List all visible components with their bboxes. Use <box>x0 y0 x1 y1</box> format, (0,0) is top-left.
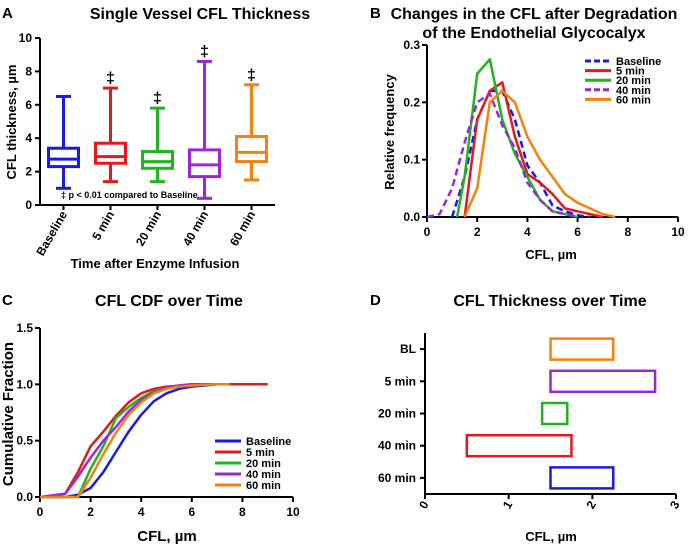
panel-c-ylabel: Cumulative Fraction <box>0 342 17 486</box>
panel-a-box-60-min <box>235 135 268 164</box>
panel-a-annotation: ‡ p < 0.01 compared to Baseline <box>61 190 198 200</box>
panel-c-axes: 0.0 0.5 1.0 1.5 0 2 4 6 8 10 <box>16 321 300 519</box>
panel-c-legend-label-20-min: 20 min <box>246 458 281 470</box>
panel-b-xtick-label: 8 <box>624 225 631 239</box>
panel-b-axes: 0.0 0.1 0.2 0.3 0 2 4 6 8 10 <box>403 38 685 239</box>
panel-b-series-line-20-min <box>455 58 578 219</box>
panel-d-xtick-label: 0 <box>416 498 432 511</box>
panel-b-ytick-label: 0.0 <box>403 210 420 224</box>
panel-a-significance-mark-40-min: ‡ <box>200 43 209 60</box>
panel-b-legend-label-5-min: 5 min <box>616 66 645 78</box>
panel-c-lines <box>39 383 268 499</box>
panel-b-xlabel: CFL, µm <box>525 247 577 262</box>
panel-a-xtick-label-40-min: 40 min <box>180 209 211 249</box>
panel-d-title: CFL Thickness over Time <box>453 293 646 310</box>
panel-c-ytick-label: 0.0 <box>16 490 33 504</box>
panel-c-xtick-label: 6 <box>188 505 195 519</box>
panel-d-bar-40-min <box>465 433 573 458</box>
panel-c-legend-label-5-min: 5 min <box>246 447 275 459</box>
panel-c-ytick-label: 1.5 <box>16 321 33 335</box>
panel-a-ytick-label: 0 <box>25 198 32 212</box>
panel-b-ytick-label: 0.1 <box>403 153 420 167</box>
panel-a-ytick-label: 6 <box>25 98 32 112</box>
panel-a-xtick-label-baseline: Baseline <box>33 208 70 258</box>
panel-b-ylabel: Relative frequency <box>382 73 397 189</box>
panel-b-series-line-40-min <box>426 92 578 219</box>
panel-d-xtick-label: 1 <box>500 498 516 511</box>
panel-d-ytick-label-bl: BL <box>400 342 416 356</box>
panel-c-label: C <box>2 292 13 309</box>
panel-d-ytick-label-20-min: 20 min <box>378 407 416 421</box>
panel-a-box-baseline <box>47 146 80 169</box>
panel-a-box-40-min <box>188 148 221 179</box>
panel-d-bar-20-min <box>540 401 569 426</box>
panel-b-title-line-2: of the Endothelial Glycocalyx <box>422 25 645 42</box>
panel-c-xtick-label: 0 <box>37 505 44 519</box>
panel-b-ytick-label: 0.2 <box>403 95 420 109</box>
panel-a-box-20-min <box>141 150 174 170</box>
panel-d: D CFL Thickness over Time CFL, µm BL 5 mi… <box>370 292 683 544</box>
panel-a-ytick-label: 10 <box>19 31 33 45</box>
panel-d-bar-60-min <box>549 466 615 490</box>
panel-b: B Changes in the CFL after Degradation o… <box>370 5 685 262</box>
panel-a-box-5-min <box>94 141 127 165</box>
panel-a-significance-mark-5-min: ‡ <box>106 70 115 87</box>
panel-c-legend-label-60-min: 60 min <box>246 480 281 492</box>
panel-a-ytick-label: 4 <box>25 131 32 145</box>
panel-d-xtick-label: 2 <box>583 498 599 511</box>
panel-b-legend-label-baseline: Baseline <box>616 56 661 68</box>
panel-d-bar-bl <box>549 337 615 361</box>
panel-a-ytick-label: 2 <box>25 165 32 179</box>
panel-d-xlabel: CFL, µm <box>525 529 577 544</box>
panel-b-title-line-1: Changes in the CFL after Degradation <box>391 6 678 23</box>
panel-c: C CFL CDF over Time Cumulative Fraction … <box>0 292 300 545</box>
panel-b-label: B <box>370 5 381 22</box>
panel-b-legend-label-20-min: 20 min <box>616 75 651 87</box>
panel-d-bar-5-min <box>549 369 657 394</box>
panel-b-xtick-label: 6 <box>574 225 581 239</box>
panel-a-xtick-label-60-min: 60 min <box>227 209 258 249</box>
panel-d-ytick-label-40-min: 40 min <box>378 439 416 453</box>
panel-a: A Single Vessel CFL Thickness CFL thickn… <box>2 5 310 271</box>
panel-d-bars <box>465 337 657 490</box>
panel-a-significance-mark-20-min: ‡ <box>153 90 162 107</box>
panel-a-ytick-label: 8 <box>25 64 32 78</box>
panel-c-series-line-60-min <box>40 383 230 499</box>
panel-a-label: A <box>2 5 13 22</box>
panel-d-ytick-label-60-min: 60 min <box>378 471 416 485</box>
panel-d-ytick-label-5-min: 5 min <box>385 374 416 388</box>
panel-a-ylabel: CFL thickness, µm <box>4 65 19 180</box>
panel-c-xlabel: CFL, µm <box>137 528 196 545</box>
panel-b-xtick-label: 0 <box>424 225 431 239</box>
panel-b-xtick-label: 2 <box>474 225 481 239</box>
panel-c-xtick-label: 10 <box>286 505 300 519</box>
panel-c-legend-label-baseline: Baseline <box>246 436 291 448</box>
panel-c-ytick-label: 1.0 <box>16 377 33 391</box>
panel-a-xlabel: Time after Enzyme Infusion <box>71 256 240 271</box>
panel-b-xtick-label: 4 <box>524 225 531 239</box>
panel-d-xtick-label: 3 <box>667 498 683 511</box>
panel-b-legend-label-60-min: 60 min <box>616 94 651 106</box>
panel-a-title: Single Vessel CFL Thickness <box>90 6 310 23</box>
panel-c-legend-label-40-min: 40 min <box>246 469 281 481</box>
panel-a-xtick-label-5-min: 5 min <box>89 209 117 243</box>
panel-b-legend-label-40-min: 40 min <box>616 85 651 97</box>
panel-b-series-line-60-min <box>463 89 616 219</box>
panel-a-xtick-label-20-min: 20 min <box>133 209 164 249</box>
panel-a-significance-mark-60-min: ‡ <box>247 67 256 84</box>
panel-b-xtick-label: 10 <box>671 225 685 239</box>
panel-b-ytick-label: 0.3 <box>403 38 420 52</box>
panel-a-boxes: ‡ ‡ ‡ ‡ <box>47 43 268 200</box>
panel-b-lines <box>426 58 616 219</box>
panel-d-label: D <box>370 292 381 309</box>
panel-c-ytick-label: 0.5 <box>16 434 33 448</box>
panel-c-title: CFL CDF over Time <box>95 293 243 310</box>
panel-c-xtick-label: 4 <box>138 505 145 519</box>
panel-c-xtick-label: 2 <box>87 505 94 519</box>
panel-c-xtick-label: 8 <box>239 505 246 519</box>
